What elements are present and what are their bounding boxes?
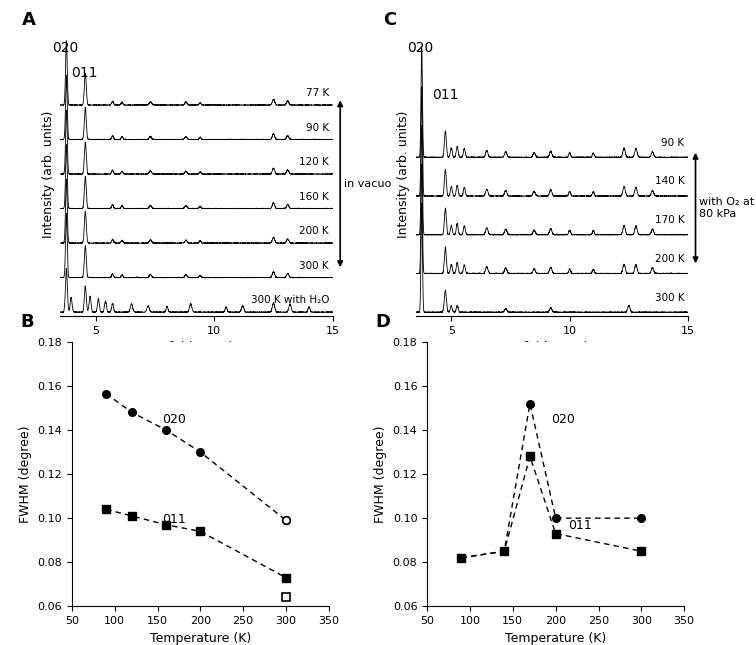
X-axis label: Temperature (K): Temperature (K) xyxy=(505,631,606,644)
Text: 140 K: 140 K xyxy=(655,176,684,186)
Text: 120 K: 120 K xyxy=(299,157,329,167)
X-axis label: Temperature (K): Temperature (K) xyxy=(150,631,251,644)
Y-axis label: Intensity (arb. units): Intensity (arb. units) xyxy=(397,110,411,238)
Text: 90 K: 90 K xyxy=(306,123,329,133)
Text: 77 K: 77 K xyxy=(306,88,329,98)
Text: A: A xyxy=(23,12,36,30)
Text: 020: 020 xyxy=(162,413,186,426)
Text: 011: 011 xyxy=(71,66,98,80)
Text: B: B xyxy=(20,313,34,332)
X-axis label: 2θ (degree): 2θ (degree) xyxy=(160,341,234,354)
Text: in vacuo: in vacuo xyxy=(344,179,392,189)
Y-axis label: FWHM (degree): FWHM (degree) xyxy=(19,425,32,523)
Text: 170 K: 170 K xyxy=(655,215,684,225)
Text: 160 K: 160 K xyxy=(299,192,329,202)
Y-axis label: FWHM (degree): FWHM (degree) xyxy=(374,425,387,523)
Text: D: D xyxy=(376,313,391,332)
Text: 020: 020 xyxy=(407,41,434,55)
Text: 200 K: 200 K xyxy=(299,226,329,236)
Y-axis label: Intensity (arb. units): Intensity (arb. units) xyxy=(42,110,55,238)
Text: 300 K: 300 K xyxy=(655,293,684,303)
X-axis label: 2θ (degree): 2θ (degree) xyxy=(515,341,589,354)
Text: 020: 020 xyxy=(53,41,79,55)
Text: 90 K: 90 K xyxy=(662,137,684,148)
Text: C: C xyxy=(383,12,396,30)
Text: 011: 011 xyxy=(162,513,185,526)
Text: 011: 011 xyxy=(569,519,592,532)
Text: 300 K with H₂O: 300 K with H₂O xyxy=(250,295,329,305)
Text: 011: 011 xyxy=(432,88,458,103)
Text: 020: 020 xyxy=(551,413,575,426)
Text: 300 K: 300 K xyxy=(299,261,329,271)
Text: 200 K: 200 K xyxy=(655,254,684,264)
Text: with O₂ at
80 kPa: with O₂ at 80 kPa xyxy=(699,197,754,219)
